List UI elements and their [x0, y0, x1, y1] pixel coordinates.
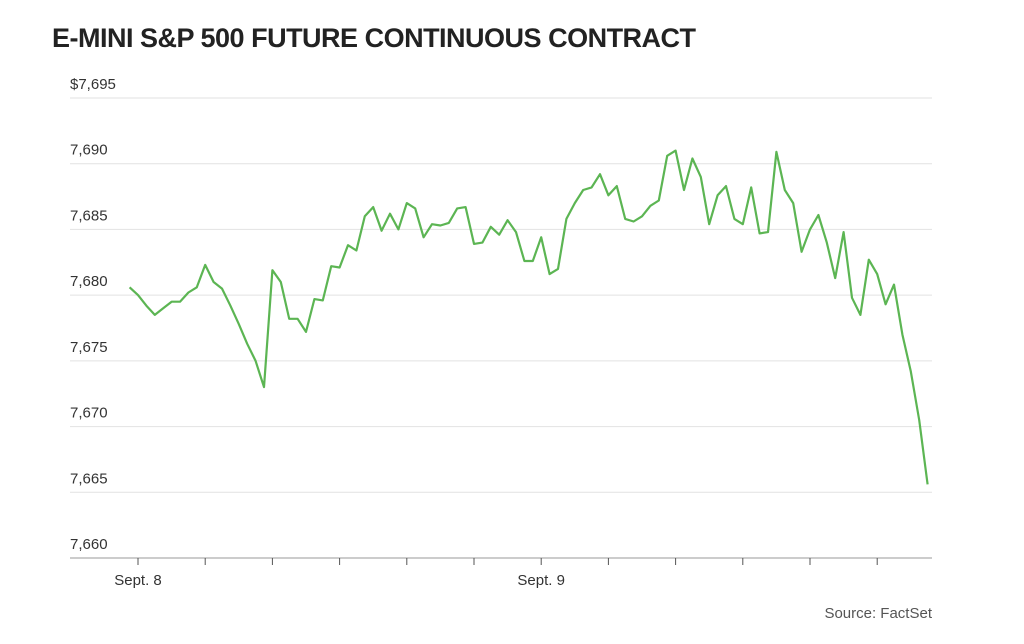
chart-title: E-MINI S&P 500 FUTURE CONTINUOUS CONTRAC… — [52, 23, 697, 53]
y-tick-label: 7,660 — [70, 536, 108, 553]
y-tick-label: $7,695 — [70, 76, 116, 93]
y-tick-label: 7,690 — [70, 142, 108, 159]
y-tick-label: 7,670 — [70, 405, 108, 422]
y-tick-label: 7,685 — [70, 207, 108, 224]
price-line — [128, 149, 929, 485]
x-tick-label: Sept. 8 — [114, 572, 162, 589]
y-tick-label: 7,665 — [70, 470, 108, 487]
y-tick-label: 7,675 — [70, 339, 108, 356]
y-tick-label: 7,680 — [70, 273, 108, 290]
x-tick-label: Sept. 9 — [517, 572, 565, 589]
source-note: Source: FactSet — [824, 605, 932, 622]
